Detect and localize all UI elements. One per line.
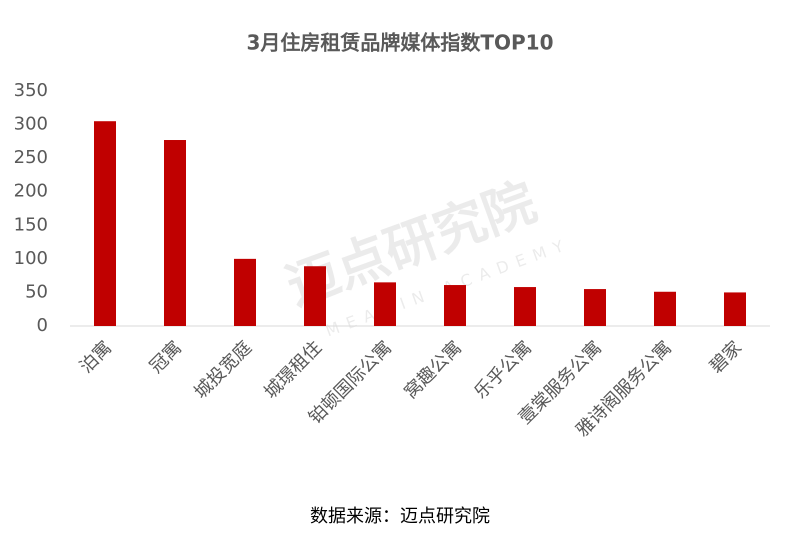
bar [724, 292, 746, 326]
bar [94, 121, 116, 326]
y-tick-label: 350 [14, 80, 48, 101]
bar [654, 291, 676, 326]
bar [234, 258, 256, 326]
bar [514, 287, 536, 326]
bar [304, 266, 326, 326]
x-tick-label: 城投宽庭 [190, 337, 256, 403]
bar [444, 285, 466, 326]
bar [584, 289, 606, 326]
y-tick-label: 300 [14, 114, 48, 135]
y-tick-label: 100 [14, 248, 48, 269]
x-tick-label: 泊寓 [76, 337, 116, 377]
x-tick-label: 城璟租住 [260, 337, 326, 403]
x-tick-label: 碧家 [706, 337, 746, 377]
y-tick-label: 0 [37, 315, 48, 336]
y-tick-label: 200 [14, 181, 48, 202]
bar [164, 140, 186, 326]
y-tick-label: 250 [14, 147, 48, 168]
chart-title: 3月住房租赁品牌媒体指数TOP10 [246, 31, 553, 55]
y-tick-label: 50 [25, 281, 48, 302]
source-note: 数据来源：迈点研究院 [310, 506, 490, 527]
y-tick-label: 150 [14, 214, 48, 235]
x-tick-label: 窝趣公寓 [400, 337, 466, 403]
x-tick-label: 冠寓 [146, 337, 186, 377]
bar [374, 282, 396, 326]
x-tick-label: 乐乎公寓 [470, 337, 536, 403]
